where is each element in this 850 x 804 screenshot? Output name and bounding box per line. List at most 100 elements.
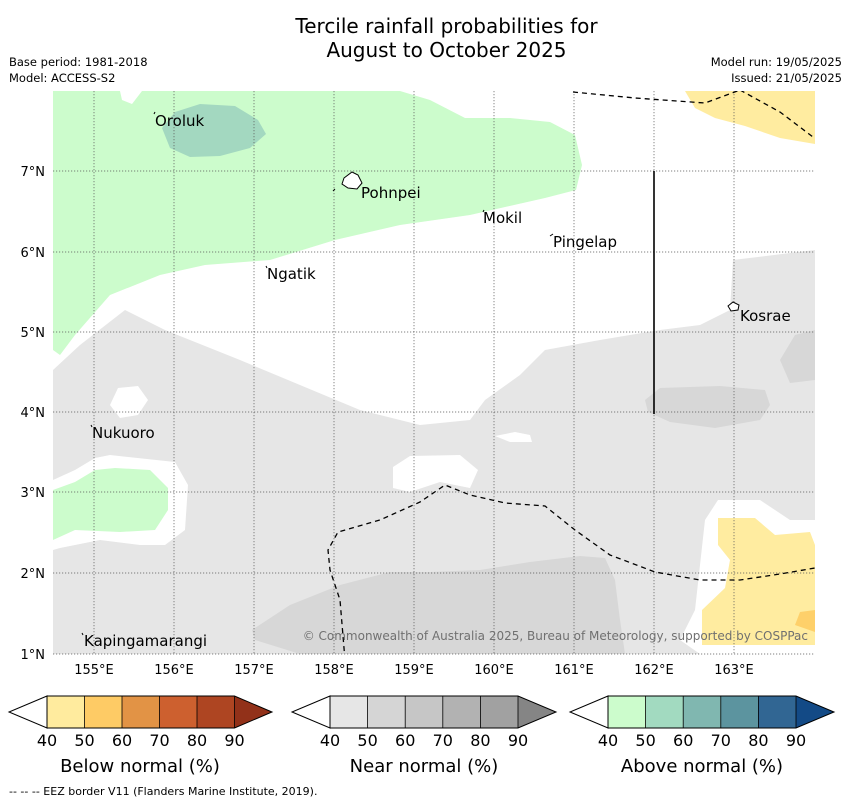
colorbar-title-below: Below normal (%) bbox=[60, 756, 220, 777]
x-tick-label: 162°E bbox=[634, 663, 674, 678]
above-normal-40-north bbox=[53, 91, 582, 355]
title-line-2: August to October 2025 bbox=[326, 38, 567, 62]
colorbar-near-swatch bbox=[367, 696, 406, 728]
place-label-oroluk: Oroluk bbox=[155, 112, 204, 130]
colorbar-above-swatch bbox=[720, 696, 759, 728]
pingelap-mark bbox=[549, 233, 554, 237]
colorbar-below-swatch bbox=[122, 696, 160, 728]
place-label-mokil: Mokil bbox=[483, 209, 522, 227]
y-tick-label: 1°N bbox=[21, 648, 46, 663]
colorbar-tick: 80 bbox=[187, 731, 207, 750]
colorbar-above-max-arrow bbox=[796, 696, 834, 728]
kapingamarangi-mark bbox=[81, 632, 84, 636]
colorbar-near-min-arrow bbox=[290, 695, 331, 729]
eez-footnote: -- -- -- EEZ border V11 (Flanders Marine… bbox=[9, 785, 318, 798]
colorbar-tick: 80 bbox=[470, 731, 490, 750]
colorbar-tick: 60 bbox=[673, 731, 693, 750]
above-normal-40-southwest bbox=[53, 468, 168, 540]
colorbar-tick: 90 bbox=[508, 731, 528, 750]
colorbar-tick: 50 bbox=[635, 731, 655, 750]
colorbar-tick: 50 bbox=[357, 731, 377, 750]
pohnpei-island bbox=[341, 171, 363, 190]
colorbar-tick: 40 bbox=[320, 731, 340, 750]
colorbar-below-swatch bbox=[84, 696, 122, 728]
eez-borders bbox=[327, 91, 815, 654]
x-tick-label: 159°E bbox=[394, 663, 434, 678]
y-tick-label: 7°N bbox=[21, 165, 46, 180]
ngatik-mark bbox=[265, 265, 268, 269]
x-tick-label: 155°E bbox=[74, 663, 114, 678]
colorbar-below-normal: 40 50 60 70 80 90 Below normal (%) bbox=[7, 695, 274, 777]
y-tick-label: 5°N bbox=[21, 326, 46, 341]
y-axis-labels: 7°N 6°N 5°N 4°N 3°N 2°N 1°N bbox=[21, 165, 46, 663]
x-tick-label: 158°E bbox=[314, 663, 354, 678]
colorbar-below-swatch bbox=[197, 696, 235, 728]
colorbar-near-swatch bbox=[442, 696, 481, 728]
colorbar-below-max-arrow bbox=[234, 696, 272, 728]
oroluk-mark bbox=[153, 111, 156, 115]
y-tick-label: 3°N bbox=[21, 486, 46, 501]
below-normal-50-southeast bbox=[795, 610, 815, 632]
colorbar-above-swatch bbox=[608, 696, 646, 728]
x-tick-label: 157°E bbox=[234, 663, 274, 678]
eez-border-south bbox=[327, 484, 815, 654]
colorbar-tick: 90 bbox=[224, 731, 244, 750]
place-label-kapingamarangi: Kapingamarangi bbox=[84, 632, 207, 650]
mokil-mark bbox=[482, 209, 485, 213]
run-info: Model run: 19/05/2025 Issued: 21/05/2025 bbox=[711, 54, 842, 86]
nukuoro-mark bbox=[90, 424, 93, 428]
colorbar-tick: 40 bbox=[37, 731, 57, 750]
islands bbox=[81, 111, 740, 636]
base-period: Base period: 1981-2018 bbox=[9, 55, 148, 69]
title-line-1: Tercile rainfall probabilities for bbox=[295, 14, 598, 38]
below-normal-40-southeast bbox=[702, 518, 815, 645]
near-normal-40-region bbox=[53, 250, 815, 654]
model-info: Base period: 1981-2018 Model: ACCESS-S2 bbox=[9, 54, 148, 86]
colorbar-tick: 60 bbox=[395, 731, 415, 750]
colorbar-above-swatch bbox=[645, 696, 684, 728]
no-signal-hole-3 bbox=[495, 432, 532, 442]
place-label-nukuoro: Nukuoro bbox=[92, 424, 155, 442]
above-normal-50-oroluk bbox=[162, 104, 266, 157]
issued-date: Issued: 21/05/2025 bbox=[731, 71, 842, 85]
colorbar-tick: 90 bbox=[786, 731, 806, 750]
near-normal-50-east bbox=[645, 386, 770, 428]
x-tick-label: 156°E bbox=[154, 663, 194, 678]
colorbar-above-min-arrow bbox=[568, 695, 609, 729]
colorbar-near-swatch bbox=[405, 696, 443, 728]
colorbar-near-swatch bbox=[480, 696, 518, 728]
page-title: Tercile rainfall probabilities for Augus… bbox=[0, 14, 850, 62]
x-tick-label: 161°E bbox=[554, 663, 594, 678]
colorbar-above-normal: 40 50 60 70 80 90 Above normal (%) bbox=[568, 695, 836, 777]
place-label-kosrae: Kosrae bbox=[740, 307, 791, 325]
near-normal-50-far-east bbox=[780, 330, 815, 383]
colorbar-tick: 60 bbox=[112, 731, 132, 750]
colorbar-tick: 40 bbox=[598, 731, 618, 750]
below-normal-40-northeast bbox=[685, 91, 815, 144]
colorbar-above-swatch bbox=[758, 696, 796, 728]
probability-shading bbox=[53, 91, 815, 654]
near-normal-50-south bbox=[252, 556, 625, 654]
x-tick-label: 163°E bbox=[714, 663, 754, 678]
model-run-date: Model run: 19/05/2025 bbox=[710, 55, 842, 69]
copyright-notice: © Commonwealth of Australia 2025, Bureau… bbox=[303, 629, 808, 643]
colorbar-tick: 70 bbox=[149, 731, 169, 750]
place-label-pohnpei: Pohnpei bbox=[361, 184, 421, 202]
colorbar-title-above: Above normal (%) bbox=[621, 756, 783, 777]
colorbar-above-swatch bbox=[683, 696, 721, 728]
eez-border-north bbox=[572, 91, 814, 138]
x-axis-labels: 155°E 156°E 157°E 158°E 159°E 160°E 161°… bbox=[74, 663, 754, 678]
colorbar-below-swatch bbox=[47, 696, 85, 728]
colorbar-near-swatch bbox=[330, 696, 368, 728]
place-label-ngatik: Ngatik bbox=[267, 265, 316, 283]
y-tick-label: 4°N bbox=[21, 406, 46, 421]
model-name: Model: ACCESS-S2 bbox=[9, 71, 116, 85]
colorbar-title-near: Near normal (%) bbox=[350, 756, 499, 777]
kosrae-island bbox=[727, 301, 740, 312]
colorbar-near-normal: 40 50 60 70 80 90 Near normal (%) bbox=[290, 695, 558, 777]
y-tick-label: 6°N bbox=[21, 246, 46, 261]
colorbar-below-swatch bbox=[159, 696, 197, 728]
no-signal-hole-1 bbox=[110, 386, 148, 418]
no-signal-hole-2 bbox=[393, 455, 478, 492]
